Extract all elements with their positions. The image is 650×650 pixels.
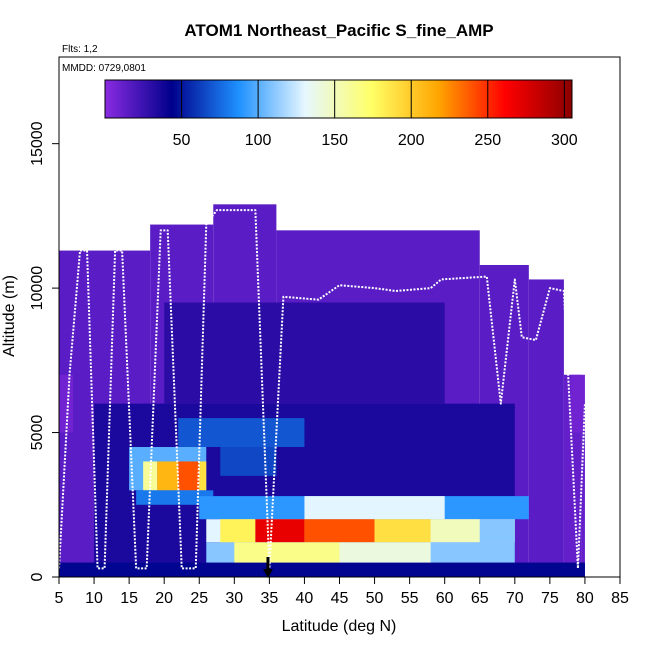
heatmap-cell (234, 542, 340, 563)
colorbar-tick-label: 250 (474, 132, 501, 149)
dates-label: MMDD: 0729,0801 (62, 63, 146, 74)
x-tick-label: 10 (85, 590, 103, 607)
x-tick-label: 50 (366, 590, 384, 607)
heatmap-cell (581, 403, 585, 577)
y-tick-label: 0 (29, 572, 46, 581)
y-tick-label: 10000 (29, 266, 46, 311)
heatmap-cell (339, 542, 431, 563)
heatmap-cell (304, 496, 445, 520)
x-axis-label: Latitude (deg N) (282, 618, 397, 635)
y-tick-label: 5000 (29, 415, 46, 451)
heatmap-cell (59, 562, 585, 577)
colorbar-tick-label: 300 (551, 132, 578, 149)
flight-track (59, 209, 586, 570)
x-tick-label: 35 (260, 590, 278, 607)
heatmap-cell (430, 519, 480, 543)
heatmap-cell (304, 519, 375, 543)
heatmap-cell (178, 461, 200, 491)
x-tick-label: 25 (190, 590, 208, 607)
x-tick-label: 60 (436, 590, 454, 607)
x-tick-label: 20 (155, 590, 173, 607)
colorbar-ticks: 50 100 150 200 250 300 (173, 80, 578, 149)
heatmap-cell (570, 374, 585, 433)
heatmap-cell (220, 519, 256, 543)
x-axis: 5 10 15 20 25 30 35 40 45 50 55 60 65 70 75 80 85 (55, 577, 629, 607)
heatmap-cell (255, 519, 305, 543)
x-tick-label: 5 (55, 590, 64, 607)
heatmap-cell (178, 418, 305, 447)
colorbar-tick-label: 50 (173, 132, 191, 149)
x-tick-label: 75 (541, 590, 559, 607)
heatmap-cell (220, 447, 277, 476)
colorbar-tick-label: 100 (245, 132, 272, 149)
x-tick-label: 40 (296, 590, 314, 607)
colorbar-tick-label: 150 (321, 132, 348, 149)
colorbar-tick-label: 200 (398, 132, 425, 149)
x-tick-label: 65 (471, 590, 489, 607)
colorbar-gradient (104, 79, 573, 119)
x-tick-label: 85 (611, 590, 629, 607)
x-tick-label: 55 (401, 590, 419, 607)
heatmap-cell (136, 490, 214, 505)
y-tick-label: 15000 (29, 121, 46, 166)
x-tick-label: 80 (576, 590, 594, 607)
x-tick-label: 70 (506, 590, 524, 607)
flights-label: Flts: 1,2 (62, 44, 98, 55)
y-axis: 0 5000 10000 15000 (29, 121, 59, 581)
marker-arrowhead (262, 569, 273, 578)
y-axis-label: Altitude (m) (1, 275, 18, 357)
heatmap-cell (164, 302, 445, 404)
heatmap-cell (374, 519, 431, 543)
heatmap-cell (528, 279, 564, 577)
colorbar (104, 79, 573, 119)
x-tick-label: 45 (331, 590, 349, 607)
chart-title: ATOM1 Northeast_Pacific S_fine_AMP (184, 21, 493, 40)
heatmap-cell (479, 519, 515, 543)
flight-track-line (59, 209, 586, 570)
latitude-marker (262, 557, 273, 578)
heatmap-cell (157, 461, 179, 491)
heatmap-cells (59, 204, 585, 577)
x-tick-label: 15 (120, 590, 138, 607)
x-tick-label: 30 (225, 590, 243, 607)
heatmap-cell (199, 461, 207, 491)
